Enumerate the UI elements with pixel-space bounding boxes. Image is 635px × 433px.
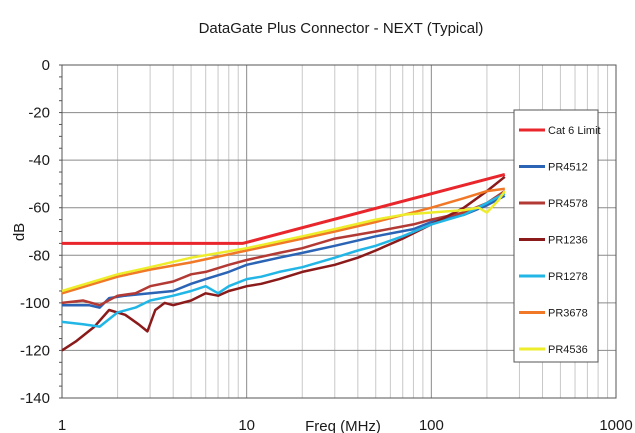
plot-frame [61, 64, 617, 399]
series-lines [61, 172, 506, 352]
legend-label-pr3678: PR3678 [548, 308, 588, 320]
legend-label-pr4578: PR4578 [548, 198, 588, 210]
series-line-pr1278 [61, 192, 506, 328]
x-tick-label: 10 [238, 417, 255, 433]
y-tick-label: -20 [28, 105, 50, 122]
series-line-pr3678 [61, 187, 505, 295]
series-line-pr1236 [61, 175, 506, 352]
legend-box [513, 109, 599, 363]
y-axis-label: dB [11, 223, 28, 241]
y-tick-label: -40 [28, 152, 50, 169]
y-tick-label: -80 [28, 247, 50, 264]
y-tick-label: -100 [20, 295, 50, 312]
x-tick-label: 1 [58, 417, 66, 433]
legend-label-cat-6-limit: Cat 6 Limit [548, 125, 601, 137]
legend: Cat 6 Limit PR4512 PR4578 PR1236 PR1278 PR367… [513, 109, 601, 363]
legend-label-pr4536: PR4536 [548, 344, 588, 356]
y-tick-label: -120 [20, 342, 50, 359]
series-line-cat-6-limit [62, 172, 506, 245]
series-line-pr4578 [61, 190, 506, 307]
legend-label-pr4512: PR4512 [548, 162, 588, 174]
x-tick-label: 100 [419, 417, 444, 433]
legend-label-pr1278: PR1278 [548, 271, 588, 283]
x-axis-label: Freq (MHz) [305, 418, 381, 433]
y-tick-label: 0 [42, 57, 50, 74]
y-tick-label: -60 [28, 200, 50, 217]
legend-label-pr1236: PR1236 [548, 235, 588, 247]
series-line-pr4536 [61, 190, 506, 293]
y-tick-label: -140 [20, 390, 50, 407]
axis-ticks: 1 10 100 1000 0 -20 -40 -60 -80 -100 -120 -140 [20, 57, 633, 433]
x-tick-label: 1000 [599, 417, 632, 433]
chart-title: DataGate Plus Connector - NEXT (Typical) [199, 20, 484, 37]
